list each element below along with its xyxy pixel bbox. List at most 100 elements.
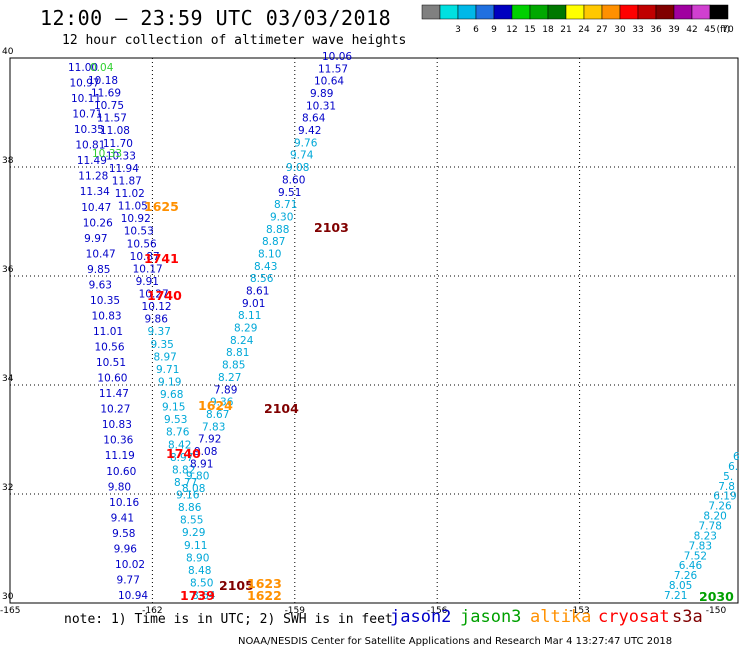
track-value: 5.	[723, 471, 733, 483]
track-value: 11.02	[115, 188, 145, 200]
track-value: 9.91	[136, 276, 159, 288]
track-value: 11.01	[93, 326, 123, 338]
track-value: 0.04	[90, 62, 114, 74]
track-value: 9.01	[242, 298, 265, 310]
scale-label: 21	[560, 25, 571, 35]
track-value: 11.94	[109, 163, 139, 175]
track-value: 10.16	[109, 497, 139, 509]
track-value: 9.15	[162, 402, 185, 414]
track-value: 7.83	[202, 421, 225, 433]
track-value: 10.33	[106, 150, 136, 162]
track-value: 9.80	[186, 471, 209, 483]
scale-label: 9	[491, 25, 497, 35]
track-value: 11.70	[103, 138, 133, 150]
track-value: 9.36	[210, 397, 234, 409]
track-value: 7.78	[699, 521, 722, 533]
track-value: 9.08	[194, 446, 217, 458]
track-value: 10.35	[74, 124, 104, 136]
track-value: 8.08	[182, 483, 205, 495]
track-value: 9.77	[117, 574, 140, 586]
track-value: 11.00	[68, 62, 98, 74]
time-label: 1740	[166, 446, 201, 461]
track-value: 10.87	[130, 251, 160, 263]
map-subtitle: 12 hour collection of altimeter wave hei…	[62, 33, 407, 48]
scale-label: 27	[596, 25, 607, 35]
track-value: 7.83	[689, 540, 712, 552]
track-value: 6.	[733, 451, 740, 463]
track-value: 8.86	[178, 502, 202, 514]
track-value: 8.05	[669, 580, 692, 592]
track-value: 10.75	[94, 100, 124, 112]
track-value: 8.11	[238, 310, 261, 322]
track-value: 9.08	[286, 162, 309, 174]
track-value: 7.92	[198, 434, 221, 446]
track-value: 8.97	[170, 452, 193, 464]
track-value: 10.60	[97, 373, 127, 385]
time-label: 1740	[147, 288, 182, 303]
lat-label: 38	[2, 156, 14, 166]
satellite-legend-jason3: jason3	[460, 607, 522, 627]
track-value: 8.82	[172, 464, 195, 476]
track-value: 10.94	[118, 590, 148, 602]
track-value: 6.	[728, 461, 738, 473]
lon-label: -165	[0, 606, 20, 616]
track-value: 10.56	[127, 238, 157, 250]
lon-label: -156	[427, 606, 448, 616]
scale-label: 3	[455, 25, 461, 35]
track-value: 9.37	[148, 326, 171, 338]
track-value: 10.35	[90, 295, 120, 307]
map-title: 12:00 – 23:59 UTC 03/03/2018	[40, 6, 392, 30]
lat-label: 30	[2, 592, 14, 602]
track-value: 11.47	[99, 388, 129, 400]
track-value: 8.64	[192, 590, 216, 602]
map-frame	[9, 57, 739, 604]
track-value: 8.67	[206, 409, 229, 421]
track-value: 6.46	[679, 560, 703, 572]
footer-credit: NOAA/NESDIS Center for Satellite Applica…	[238, 636, 673, 647]
satellite-legend-s3a: s3a	[672, 607, 703, 627]
track-value: 10.83	[92, 310, 122, 322]
track-value: 9.42	[298, 125, 321, 137]
track-value: 11.19	[105, 450, 135, 462]
time-label: 1741	[144, 251, 179, 266]
track-value: 10.02	[115, 559, 145, 571]
track-value: 10.33	[92, 148, 122, 160]
scale-label: 45	[704, 25, 715, 35]
track-value: 9.96	[114, 543, 138, 555]
track-value: 8.61	[246, 286, 269, 298]
track-value: 8.23	[694, 530, 717, 542]
scale-swatch	[709, 4, 729, 20]
track-value: 10.47	[81, 202, 111, 214]
track-value: 9.86	[145, 314, 169, 326]
track-value: 10.97	[69, 78, 99, 90]
lat-label: 36	[2, 265, 14, 275]
track-value: 9.58	[112, 528, 135, 540]
track-value: 9.19	[158, 376, 181, 388]
track-value: 8.85	[222, 360, 245, 372]
track-value: 10.11	[71, 93, 101, 105]
track-value: 11.49	[77, 155, 107, 167]
track-value: 10.53	[124, 226, 154, 238]
time-label: 1623	[247, 576, 282, 591]
scale-label: 30	[614, 25, 626, 35]
track-value: 8.71	[274, 199, 297, 211]
track-value: 8.91	[190, 458, 213, 470]
track-value: 8.87	[262, 236, 285, 248]
lon-label: -150	[706, 606, 727, 616]
track-value: 8.64	[302, 113, 326, 125]
track-value: 10.71	[72, 109, 102, 121]
track-value: 10.64	[314, 76, 344, 88]
track-value: 8.50	[190, 577, 213, 589]
track-value: 8.81	[226, 347, 249, 359]
track-value: 10.12	[142, 301, 172, 313]
time-label: 1625	[144, 199, 179, 214]
track-value: 7.21	[664, 590, 687, 602]
track-value: 8.20	[703, 511, 726, 523]
time-label: 2030	[699, 589, 734, 604]
scale-unit: (ft)	[716, 25, 730, 35]
time-label: 2103	[314, 220, 349, 235]
scale-label: 18	[542, 25, 554, 35]
track-value: 9.80	[108, 481, 131, 493]
track-value: 9.71	[156, 364, 179, 376]
track-value: 8.90	[186, 552, 209, 564]
